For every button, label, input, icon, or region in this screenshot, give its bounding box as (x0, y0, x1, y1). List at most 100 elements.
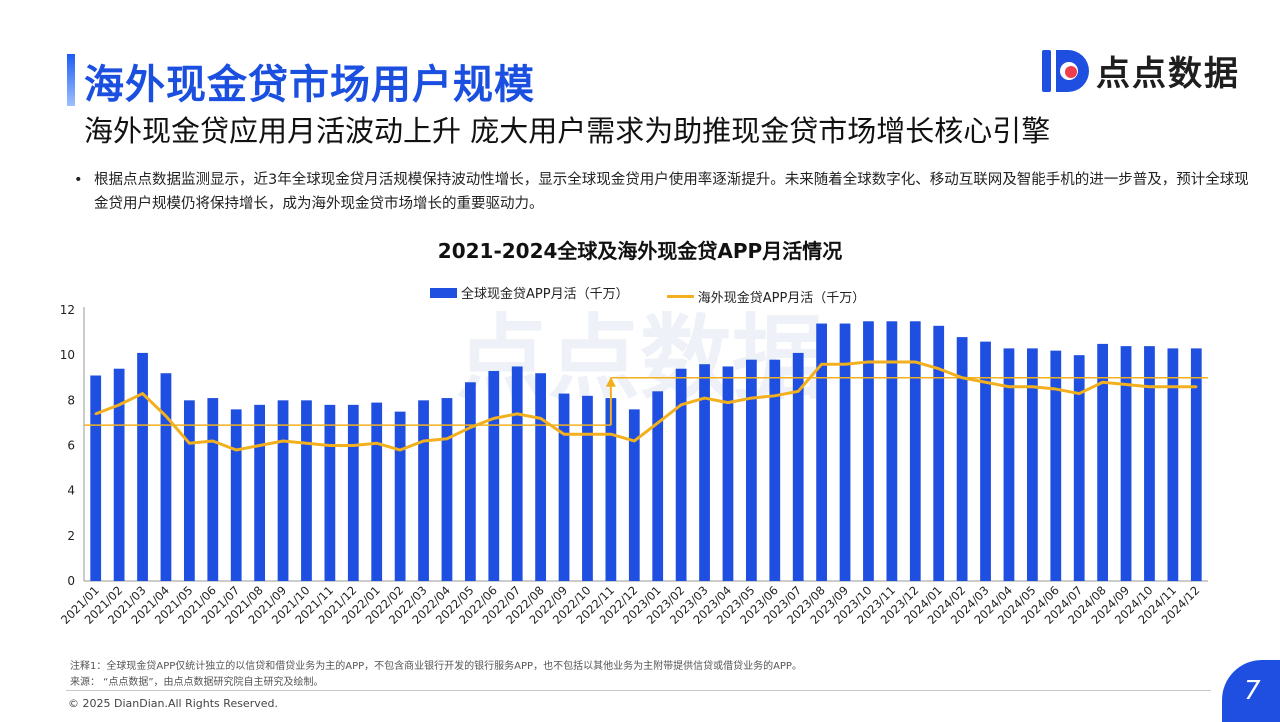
line-point-2021/01 (94, 412, 97, 416)
summary-text: 根据点点数据监测显示，近3年全球现金贷月活规模保持波动性增长，显示全球现金贷用户… (94, 172, 1249, 212)
line-point-2021/12 (352, 444, 355, 447)
line-point-2023/08 (820, 363, 823, 366)
bar-2021/06 (207, 398, 219, 581)
summary-bullet: • 根据点点数据监测显示，近3年全球现金贷月活规模保持波动性增长，显示全球现金贷… (74, 168, 1249, 216)
copyright: © 2025 DianDian.All Rights Reserved. (68, 697, 278, 710)
line-point-2023/01 (656, 421, 659, 425)
bar-2022/05 (464, 382, 476, 581)
line-point-2024/10 (1148, 385, 1151, 388)
bar-2024/02 (956, 337, 968, 581)
line-point-2021/11 (328, 444, 332, 447)
bar-2024/10 (1144, 346, 1155, 581)
bar-2024/03 (980, 341, 991, 581)
line-point-2024/03 (984, 381, 987, 384)
bar-2021/01 (90, 375, 102, 581)
line-point-2022/07 (516, 412, 519, 416)
bar-2023/08 (816, 323, 828, 581)
y-tick-label: 10 (60, 348, 75, 362)
bar-2022/08 (535, 373, 547, 581)
bar-2022/07 (511, 366, 523, 581)
y-tick-label: 6 (67, 439, 75, 453)
legend-swatch-line (666, 294, 694, 298)
footnote: 注释1：全球现金贷APP仅统计独立的以信贷和借贷业务为主的APP，不包含商业银行… (70, 661, 802, 672)
line-point-2024/02 (960, 376, 964, 379)
bar-2023/12 (909, 321, 921, 581)
line-point-2024/01 (937, 367, 940, 370)
y-tick-label: 0 (67, 574, 75, 588)
line-point-2024/07 (1078, 392, 1081, 395)
legend-swatch-bar (430, 287, 457, 298)
chart-svg: 点点数据0246810122021/012021/022021/032021/0… (58, 303, 1208, 627)
line-point-2023/02 (679, 403, 683, 407)
line-point-2023/12 (914, 360, 917, 364)
bar-2023/04 (722, 366, 734, 581)
logo-text: 点点数据 (1096, 54, 1240, 94)
line-point-2022/01 (375, 442, 378, 445)
y-tick-label: 2 (67, 529, 75, 543)
line-point-2022/02 (398, 448, 402, 452)
line-point-2024/11 (1171, 385, 1175, 388)
line-point-2024/05 (1031, 385, 1034, 388)
title-accent-bar (67, 54, 75, 106)
bar-2023/11 (886, 321, 898, 581)
line-point-2023/05 (750, 396, 753, 400)
bar-2021/04 (160, 373, 172, 581)
line-point-2021/03 (141, 392, 144, 395)
bar-2024/04 (1003, 348, 1015, 581)
line-point-2021/08 (258, 444, 261, 447)
y-tick-label: 8 (67, 393, 75, 407)
line-point-2022/09 (562, 433, 566, 436)
bar-2023/03 (699, 364, 710, 581)
line-point-2022/04 (445, 437, 449, 440)
legend-label-overseas: 海外现金贷APP月活（千万） (697, 290, 866, 306)
line-point-2021/07 (235, 448, 238, 452)
line-point-2024/09 (1124, 383, 1128, 386)
bar-2021/02 (113, 368, 125, 581)
line-point-2024/06 (1054, 387, 1057, 391)
line-point-2023/06 (773, 394, 776, 398)
bar-2023/01 (652, 391, 664, 581)
line-point-2021/04 (164, 414, 168, 418)
bar-2024/12 (1190, 348, 1202, 581)
page-title: 海外现金贷市场用户规模 (84, 62, 535, 108)
line-point-2023/04 (726, 401, 730, 404)
bar-2023/09 (839, 323, 851, 581)
line-point-2021/06 (211, 439, 214, 443)
bar-2024/07 (1073, 355, 1085, 581)
bar-2021/05 (183, 400, 195, 581)
line-series-overseas (95, 360, 1197, 452)
bullet-marker: • (74, 172, 83, 188)
bar-2023/05 (745, 359, 757, 581)
bar-2022/12 (628, 409, 640, 581)
bar-2021/07 (230, 409, 242, 581)
bar-2023/07 (792, 352, 804, 581)
bar-2024/08 (1097, 343, 1109, 581)
line-point-2022/11 (609, 433, 613, 436)
legend-label-global: 全球现金贷APP月活（千万） (461, 287, 629, 302)
line-point-2022/12 (633, 439, 636, 443)
bar-2022/03 (418, 400, 429, 581)
line-point-2021/09 (281, 439, 285, 443)
footer-divider (66, 690, 1211, 691)
bar-2022/06 (488, 370, 500, 581)
bar-2021/08 (254, 404, 266, 581)
line-point-2022/06 (492, 417, 495, 420)
bar-2022/04 (441, 398, 453, 581)
line-point-2023/07 (797, 390, 800, 393)
line-point-2022/05 (469, 426, 472, 429)
page-number: 7 (1244, 676, 1261, 706)
legend-item-global: 全球现金贷APP月活（千万） (430, 283, 629, 302)
line-point-2022/08 (539, 417, 542, 420)
line-point-2023/10 (867, 360, 870, 364)
y-tick-label: 12 (60, 303, 75, 317)
bar-2022/11 (605, 398, 617, 581)
y-tick-label: 4 (67, 484, 75, 498)
legend-item-overseas: 海外现金贷APP月活（千万） (666, 287, 866, 306)
line-point-2023/09 (843, 363, 847, 366)
bar-2024/06 (1050, 350, 1062, 581)
line-point-2024/12 (1195, 385, 1198, 388)
bar-2021/12 (347, 404, 359, 581)
chart-title: 2021-2024全球及海外现金贷APP月活情况 (437, 239, 843, 263)
bar-2024/11 (1167, 348, 1179, 581)
annotation-arrow-head (605, 376, 616, 387)
